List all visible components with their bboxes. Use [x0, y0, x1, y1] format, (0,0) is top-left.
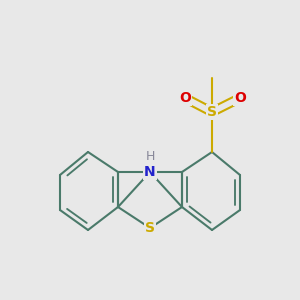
Text: O: O	[179, 91, 191, 105]
Text: S: S	[145, 221, 155, 235]
Text: N: N	[144, 165, 156, 179]
Text: H: H	[145, 149, 155, 163]
Text: S: S	[207, 105, 217, 119]
Text: O: O	[234, 91, 246, 105]
